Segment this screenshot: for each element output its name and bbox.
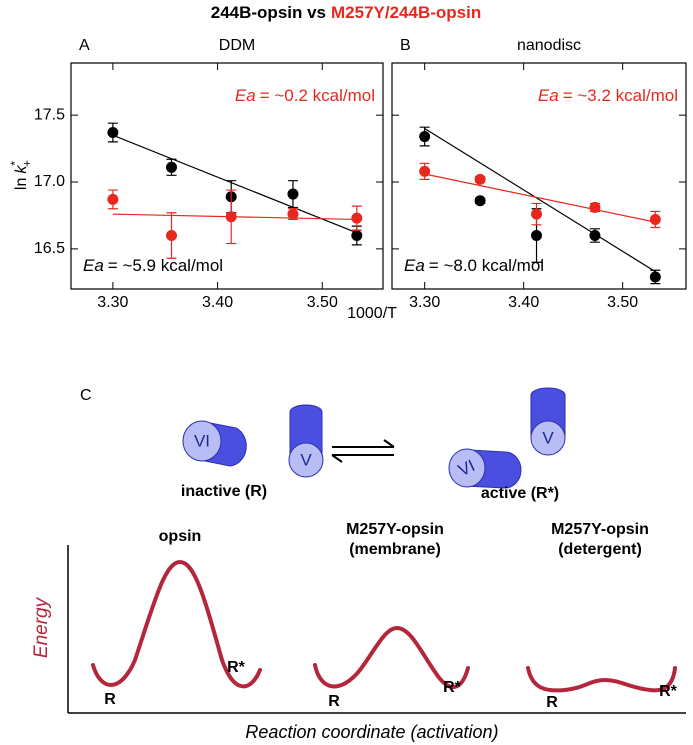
helix-label: VI [194,431,210,450]
energy-curve [91,559,262,689]
profile-title: opsin [159,528,202,545]
helix-face [448,448,486,488]
helix-face [288,442,324,478]
data-point [474,195,486,207]
annotation-var: Ea [83,256,104,275]
energy-curve [313,625,470,689]
state-r: R [104,691,116,708]
y-label-sup: * [8,161,22,166]
data-point [531,208,543,220]
y-label-sub: + [20,160,34,167]
x-axis-label: 1000/T [347,305,397,322]
y-tick-label: 17.0 [34,173,65,190]
annotation: Ea = ~8.0 kcal/mol [404,256,544,275]
annotation-var: Ea [538,86,559,105]
panel-c: C VI V inactive (R) VI V active (R*) [31,387,686,742]
plot-frame [70,62,384,290]
annotation-text: = ~0.2 kcal/mol [260,86,375,105]
state-r: R [328,693,340,710]
annotation-text: = ~3.2 kcal/mol [563,86,678,105]
annotation-text: = ~8.0 kcal/mol [429,256,544,275]
fit-line [112,134,358,234]
profile-title: (detergent) [558,541,642,558]
profile-title: M257Y-opsin [346,521,444,538]
data-point [225,211,237,223]
x-tick-label: 3.30 [97,294,128,311]
annotation-var: Ea [235,86,256,105]
profile-title: M257Y-opsin [551,521,649,538]
coordinate-label: Reaction coordinate (activation) [245,722,498,742]
data-point [107,127,119,139]
state-r-star: R* [443,679,462,696]
panel-label: A [79,37,90,54]
annotation: Ea = ~5.9 kcal/mol [83,256,223,275]
energy-label: Energy [31,596,52,658]
profile-title: (membrane) [349,541,441,558]
x-tick-label: 3.30 [409,294,440,311]
helix-label: V [300,450,312,469]
y-label-ln: ln [13,178,30,190]
data-point [166,161,178,173]
helix-face [182,420,222,462]
helix-face [530,420,566,456]
equilibrium-arrows [331,439,395,463]
data-point [166,230,178,242]
title-red: M257Y/244B-opsin [331,3,481,22]
state-caption: active (R*) [481,485,559,502]
fit-line [424,173,656,223]
data-point [649,271,661,283]
inactive-helices: VI V inactive (R) [181,404,324,500]
figure-title: 244B-opsin vs M257Y/244B-opsin [211,3,482,22]
data-point [649,213,661,225]
y-tick-label: 17.5 [34,106,65,123]
data-point [419,165,431,177]
plot-frame [391,62,687,290]
x-tick-label: 3.50 [607,294,638,311]
data-point [531,230,543,242]
panel-label: C [80,387,92,404]
helix-label: V [542,428,554,447]
annotation-text: = ~5.9 kcal/mol [108,256,223,275]
data-point [589,201,601,213]
data-point [419,131,431,143]
x-tick-label: 3.40 [508,294,539,311]
y-axis-label: ln k*+ [8,160,34,190]
state-r: R [546,694,558,711]
y-label-k: k [13,165,30,174]
title-black: 244B-opsin vs [211,3,326,22]
data-point [287,188,299,200]
chart-title: nanodisc [517,37,581,54]
y-tick-label: 16.5 [34,240,65,257]
data-point [351,212,363,224]
state-caption: inactive (R) [181,483,267,500]
panel-label: B [400,37,411,54]
x-tick-label: 3.50 [307,294,338,311]
chart-title: DDM [219,37,255,54]
state-r-star: R* [659,683,678,700]
data-point [589,230,601,242]
helix-label: VI [455,456,478,480]
active-helices: VI V active (R*) [448,387,566,502]
energy-curve [526,666,677,693]
data-point [107,193,119,205]
annotation: Ea = ~3.2 kcal/mol [538,86,678,105]
x-tick-label: 3.40 [202,294,233,311]
fit-line [424,128,656,273]
data-point [474,173,486,185]
data-point [351,230,363,242]
state-r-star: R* [227,659,246,676]
data-point [287,208,299,220]
annotation: Ea = ~0.2 kcal/mol [235,86,375,105]
annotation-var: Ea [404,256,425,275]
